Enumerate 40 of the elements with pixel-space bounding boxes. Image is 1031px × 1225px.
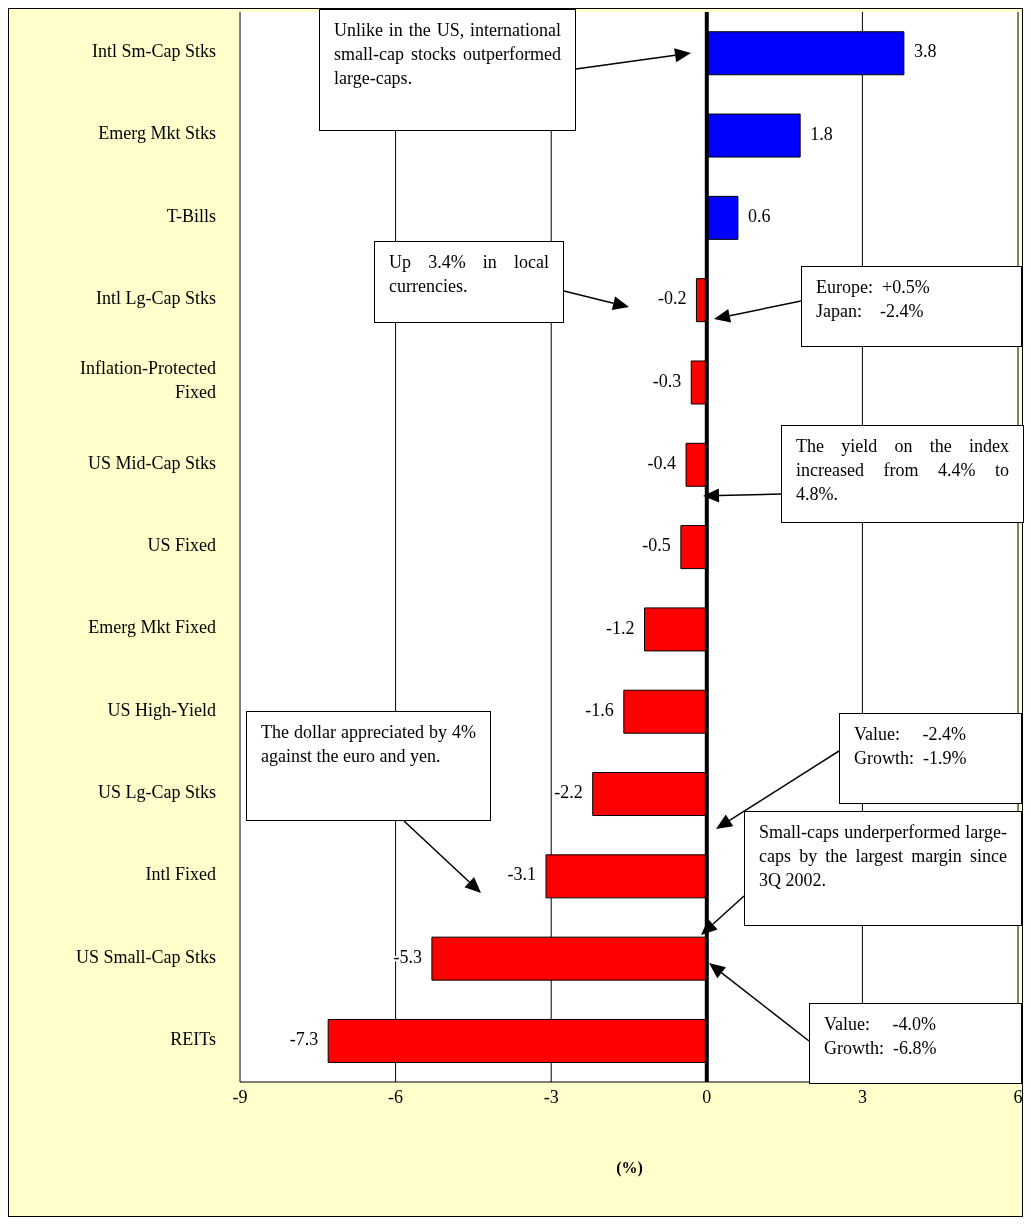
data-label: -0.5 <box>642 535 671 556</box>
y-tick-label: US Mid-Cap Stks <box>87 452 216 473</box>
data-label: 1.8 <box>810 123 833 144</box>
text-box: The yield on the index increased from 4.4% to 4.8%. <box>781 425 1024 523</box>
x-tick-label: 3 <box>857 1086 867 1107</box>
data-label: 3.8 <box>913 41 937 62</box>
data-label: -0.3 <box>652 370 682 391</box>
text-box: Value: -2.4% Growth: -1.9% <box>839 713 1022 804</box>
text-box: Value: -4.0% Growth: -6.8% <box>809 1003 1022 1084</box>
data-label: -1.6 <box>585 699 614 720</box>
text-box: Europe: +0.5% Japan: -2.4% <box>801 266 1022 347</box>
data-label: 0.6 <box>747 205 771 226</box>
y-tick-label: REITs <box>170 1028 216 1049</box>
y-tick-label: Intl Lg-Cap Stks <box>96 288 216 309</box>
y-tick-label: Intl Sm-Cap Stks <box>91 41 216 62</box>
y-tick-label: US Fixed <box>147 535 216 556</box>
text-box: Up 3.4% in local currencies. <box>374 241 564 323</box>
text-box: Unlike in the US, international small-cap stocks outperformed large-caps. <box>319 9 576 131</box>
x-tick-label: 0 <box>702 1086 712 1107</box>
y-tick-label: T-Bills <box>166 205 216 226</box>
y-tick-label: Emerg Mkt Stks <box>98 123 216 144</box>
x-tick-label: 6 <box>1013 1086 1023 1107</box>
y-tick-label: US Small-Cap Stks <box>75 946 216 967</box>
y-tick-label: US Lg-Cap Stks <box>97 782 216 803</box>
text-box: The dollar appreciated by 4% against the euro and yen. <box>246 711 491 821</box>
y-tick-label: Emerg Mkt Fixed <box>88 617 216 638</box>
x-tick-label: -3 <box>543 1086 559 1107</box>
data-label: -0.2 <box>657 288 687 309</box>
data-label: -0.4 <box>647 452 677 473</box>
x-axis-title: (%) <box>615 1159 644 1177</box>
x-tick-label: -6 <box>388 1086 404 1107</box>
text-box: Small-caps underperformed large-caps by the largest margin since 3Q 2002. <box>744 811 1022 926</box>
data-label: -2.2 <box>554 782 583 803</box>
x-tick-label: -9 <box>232 1086 248 1107</box>
y-tick-label: US High-Yield <box>107 699 216 720</box>
data-label: -7.3 <box>289 1029 319 1050</box>
data-label: -1.2 <box>606 617 635 638</box>
y-tick-label: Intl Fixed <box>145 864 216 885</box>
data-label: -3.1 <box>507 864 537 885</box>
y-tick-label: Inflation-Protected Fixed <box>80 358 216 403</box>
